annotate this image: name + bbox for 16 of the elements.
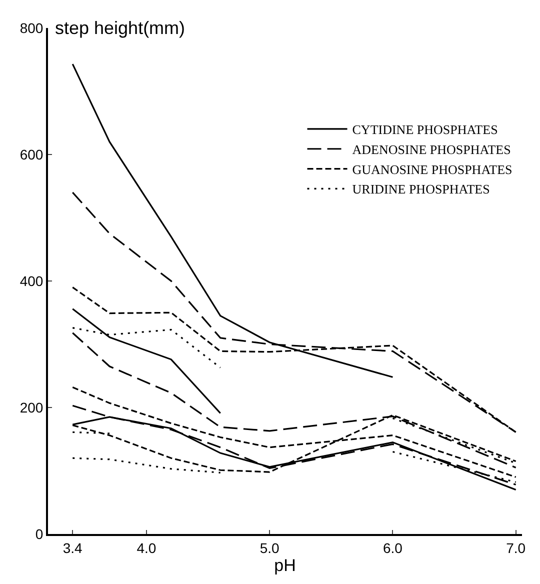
- legend-label: ADENOSINE PHOSPHATES: [352, 142, 511, 157]
- legend-label: CYTIDINE PHOSPHATES: [352, 122, 498, 138]
- y-axis-title: step height(mm): [55, 18, 186, 38]
- x-tick-label: 3.4: [62, 540, 83, 556]
- y-tick-label: 400: [20, 272, 44, 289]
- x-tick-label: 6.0: [382, 540, 403, 556]
- legend-label: URIDINE PHOSPHATES: [352, 182, 490, 197]
- y-tick-label: 0: [35, 526, 44, 542]
- y-tick-label: 800: [20, 20, 44, 36]
- x-tick-label: 4.0: [136, 540, 156, 556]
- legend-label: GUANOSINE PHOSPHATES: [352, 162, 512, 177]
- y-tick-label: 200: [20, 399, 44, 416]
- x-tick-label: 5.0: [260, 540, 280, 556]
- x-tick-label: 7.0: [506, 540, 526, 556]
- x-axis-title: pH: [274, 556, 296, 575]
- y-tick-label: 600: [20, 146, 44, 162]
